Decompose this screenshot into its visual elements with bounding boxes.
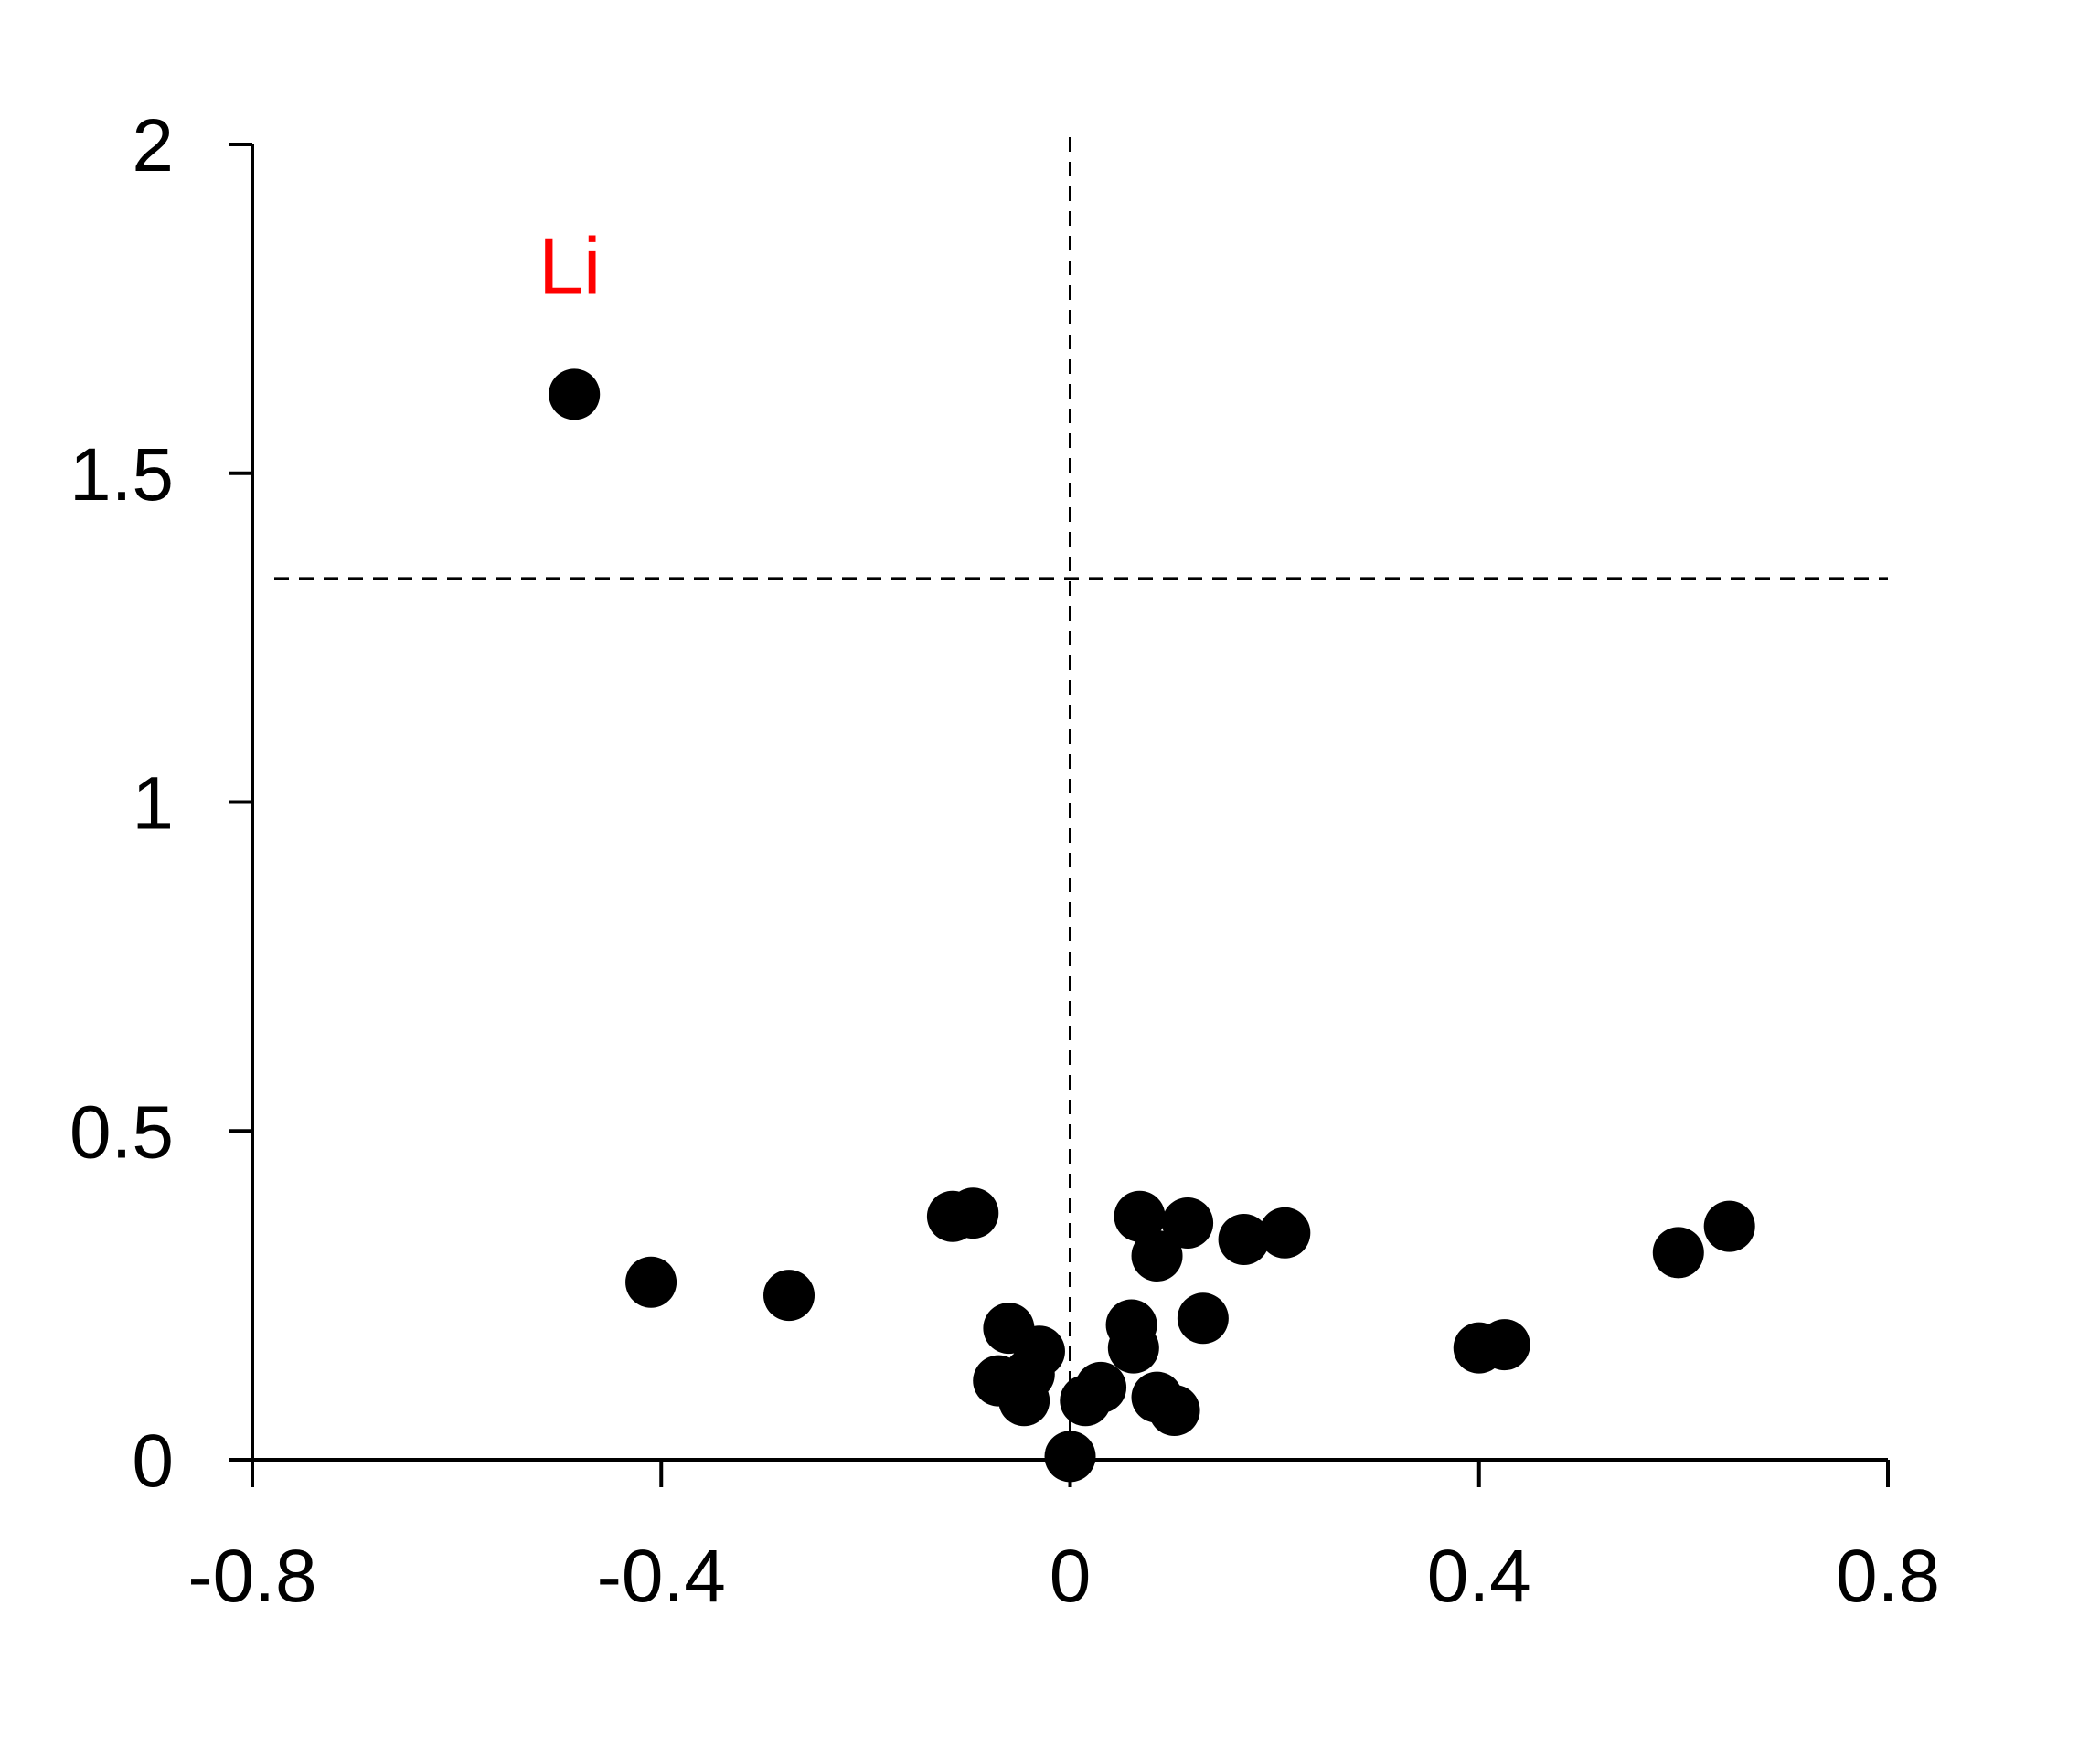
- data-point: [1003, 1348, 1055, 1400]
- data-point: [1478, 1319, 1530, 1371]
- y-tick-label: 1.5: [69, 433, 174, 516]
- point-labels: Li: [538, 220, 602, 311]
- y-tick-label: 0: [132, 1420, 174, 1503]
- x-tick-label: -0.4: [597, 1535, 726, 1618]
- data-point: [1259, 1207, 1311, 1259]
- data-point: [1148, 1385, 1200, 1437]
- reference-lines: [274, 137, 1888, 1481]
- data-point: [1652, 1227, 1704, 1279]
- y-tick-label: 2: [132, 104, 174, 187]
- y-tick-label: 0.5: [69, 1090, 174, 1174]
- data-point: [1075, 1361, 1127, 1413]
- data-point: [1162, 1197, 1214, 1249]
- x-tick-label: 0.8: [1836, 1535, 1940, 1618]
- data-point: [763, 1270, 815, 1322]
- data-point: [1177, 1292, 1229, 1345]
- data-point: [1131, 1229, 1183, 1282]
- data-point: [1114, 1190, 1166, 1242]
- data-point: [1044, 1431, 1096, 1483]
- x-tick-label: 0.4: [1427, 1535, 1531, 1618]
- point-label: Li: [538, 220, 602, 311]
- data-point: [1218, 1213, 1270, 1265]
- data-point: [1107, 1322, 1159, 1374]
- x-tick-label: -0.8: [187, 1535, 316, 1618]
- x-tick-label: 0: [1050, 1535, 1092, 1618]
- data-points: [549, 368, 1755, 1483]
- y-tick-label: 1: [132, 762, 174, 846]
- data-point: [549, 368, 601, 420]
- data-point: [947, 1187, 999, 1239]
- ticks: -0.8 -0.4 0 0.4 0.8 0 0.5 1 1.5 2: [69, 104, 1940, 1618]
- data-point: [625, 1256, 677, 1308]
- data-point: [1703, 1200, 1755, 1252]
